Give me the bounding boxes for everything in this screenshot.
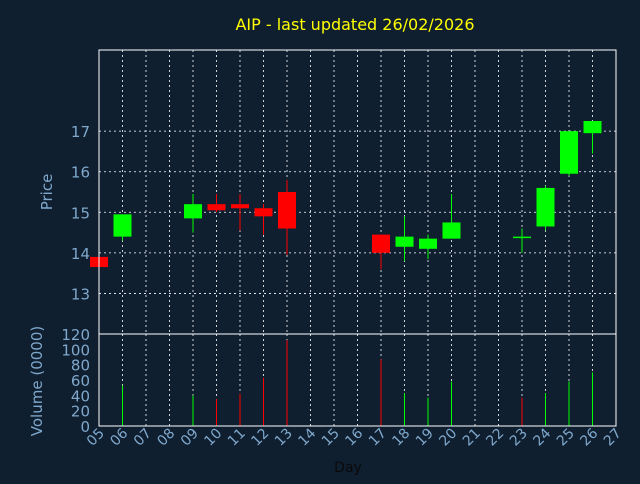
candle-24: [536, 185, 555, 231]
candle-body: [442, 222, 461, 239]
candle-body: [583, 121, 602, 134]
volume-tick-label: 20: [71, 403, 90, 421]
x-tick-label: 25: [554, 426, 578, 450]
x-tick-label: 23: [507, 426, 531, 450]
x-tick-label: 14: [295, 425, 319, 449]
x-tick-label: 19: [413, 426, 437, 450]
candles: [90, 121, 602, 270]
candle-25: [560, 131, 578, 176]
candle-12: [254, 204, 273, 235]
price-tick-labels: 13 14 15 16 17: [71, 123, 90, 303]
x-tick-label: 17: [366, 426, 390, 450]
price-tick-label: 14: [71, 245, 90, 263]
x-tick-label: 20: [436, 426, 460, 450]
candle-body: [372, 234, 390, 253]
candle-body: [536, 187, 555, 227]
candle-body: [184, 204, 202, 219]
candle-body: [419, 238, 437, 249]
candle-body: [254, 208, 273, 217]
x-tick-label: 09: [178, 426, 202, 450]
x-tick-label: 18: [389, 426, 413, 450]
candle-10: [207, 194, 226, 213]
price-tick-label: 16: [71, 164, 90, 182]
x-tick-label: 27: [601, 426, 625, 450]
candle-20: [442, 194, 461, 239]
x-tick-labels: 05 06 07 08 09 10 11 12 13 14 15 16 17 18 19 20 21 22 23 24…: [84, 425, 625, 449]
candle-26: [583, 121, 602, 154]
x-tick-label: 12: [248, 426, 272, 450]
candle-body: [231, 204, 249, 209]
candle-13: [278, 179, 296, 255]
candle-body: [560, 131, 578, 174]
price-axis-label: Price: [38, 174, 56, 211]
x-tick-label: 10: [201, 426, 225, 450]
price-grid: [99, 50, 616, 334]
x-tick-label: 22: [483, 426, 507, 450]
candle-06: [113, 214, 132, 241]
candle-body: [278, 192, 296, 229]
candle-19: [419, 234, 437, 259]
volume-tick-label: 120: [61, 326, 90, 344]
candle-23: [513, 228, 531, 253]
x-axis-label: Day: [334, 460, 362, 476]
x-tick-label: 13: [272, 426, 296, 450]
chart-title: AIP - last updated 26/02/2026: [235, 15, 474, 34]
x-tick-label: 08: [154, 426, 178, 450]
candle-body: [207, 204, 226, 211]
volume-tick-label: 40: [71, 387, 90, 405]
candle-17: [372, 234, 390, 270]
volume-tick-label: 60: [71, 372, 90, 390]
price-tick-label: 13: [71, 285, 90, 303]
x-tick-label: 21: [460, 426, 484, 450]
price-tick-label: 15: [71, 204, 90, 222]
x-tick-label: 26: [577, 425, 601, 449]
candle-body: [395, 236, 414, 247]
candle-body: [113, 214, 132, 237]
volume-bars: [122, 340, 593, 426]
x-tick-label: 16: [342, 425, 366, 449]
x-tick-label: 11: [225, 426, 249, 450]
price-tick-label: 17: [71, 123, 90, 141]
x-tick-label: 06: [107, 425, 131, 449]
candle-body: [513, 236, 531, 239]
volume-axis-label: Volume (0000): [28, 326, 46, 436]
x-tick-label: 24: [530, 425, 554, 449]
candle-11: [231, 194, 249, 231]
volume-tick-label: 80: [71, 357, 90, 375]
candle-09: [184, 194, 202, 233]
volume-panel-frame: [98, 333, 617, 427]
volume-tick-label: 0: [80, 418, 90, 436]
x-tick-label: 07: [131, 426, 155, 450]
x-tick-label: 15: [319, 426, 343, 450]
candle-18: [395, 216, 414, 261]
volume-tick-label: 100: [61, 341, 90, 359]
